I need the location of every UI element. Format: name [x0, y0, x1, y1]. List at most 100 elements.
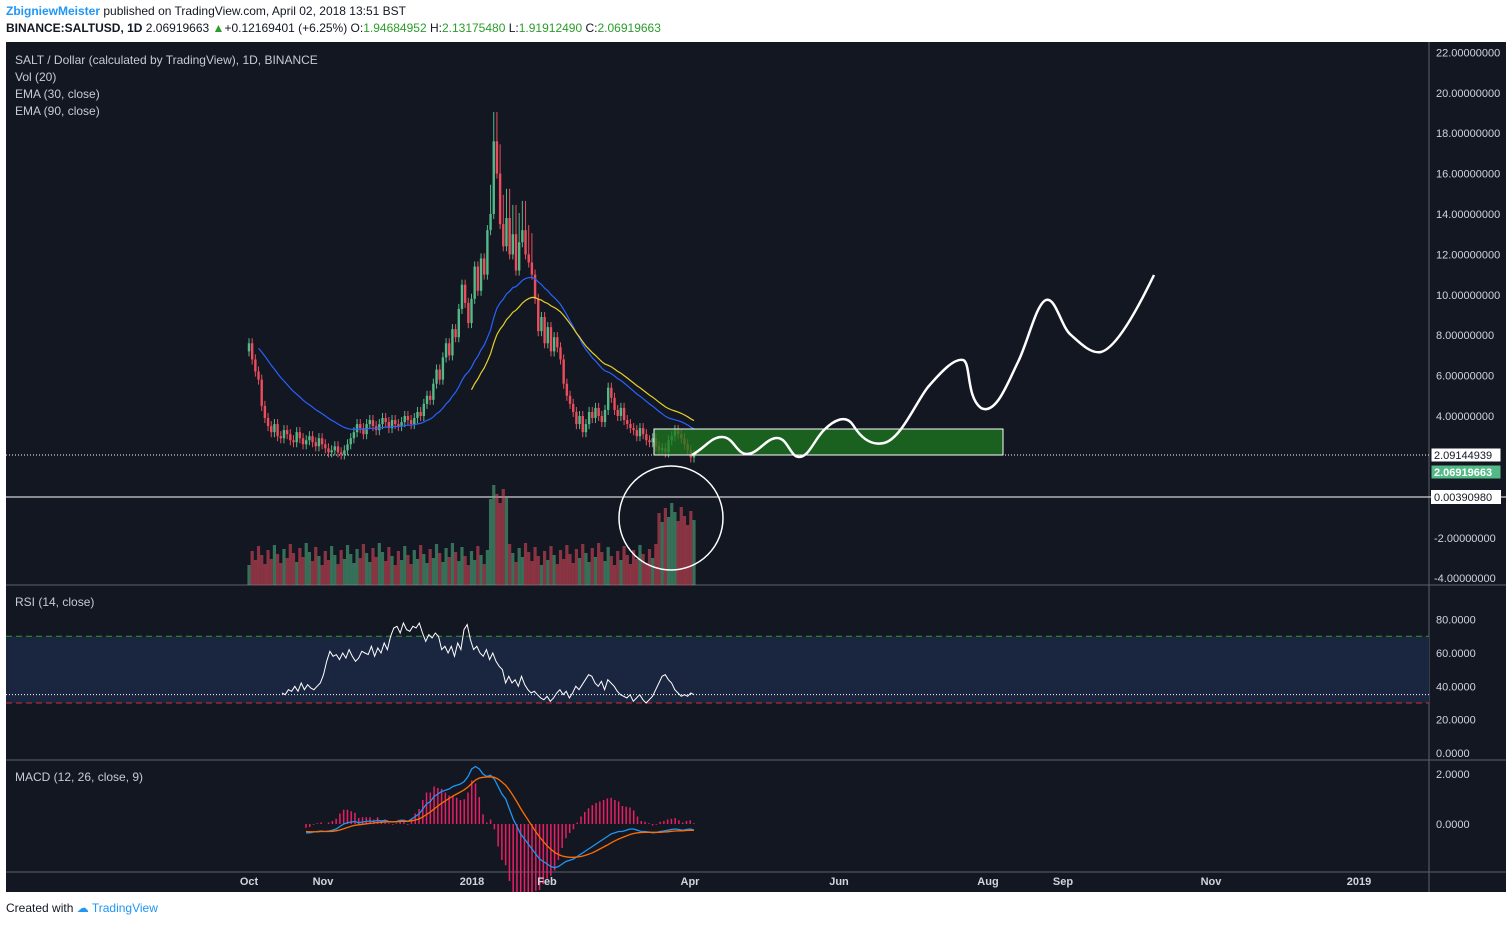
candle-body — [492, 141, 495, 214]
candle-body — [285, 430, 289, 435]
volume-bar — [463, 556, 467, 585]
volume-bar — [482, 564, 486, 585]
candle-body — [390, 420, 394, 429]
projection-path-drawing[interactable] — [691, 274, 1156, 459]
volume-bar — [606, 547, 610, 585]
volume-bar — [393, 565, 397, 585]
volume-bar — [612, 565, 617, 585]
volume-label-box — [1431, 490, 1501, 504]
candle-body — [339, 452, 343, 455]
volume-bar — [670, 503, 674, 585]
candle-body — [333, 446, 337, 451]
time-tick-label: Sep — [1053, 876, 1073, 888]
volume-tick-label: -2.00000000 — [1434, 533, 1496, 545]
volume-bar — [527, 552, 531, 585]
candle-body — [616, 409, 619, 416]
candle-body — [600, 415, 604, 423]
volume-bar — [584, 553, 588, 585]
candle-body — [540, 317, 543, 332]
volume-bar — [323, 551, 327, 585]
volume-bar — [425, 563, 429, 585]
chart-canvas[interactable]: SALT / Dollar (calculated by TradingView… — [6, 42, 1506, 892]
candle-body — [457, 308, 460, 338]
volume-bar — [295, 562, 299, 585]
open-label: O: — [350, 21, 364, 35]
volume-bar — [336, 564, 340, 585]
volume-bar — [495, 494, 499, 585]
candle-body — [419, 411, 422, 416]
author-link[interactable]: ZbigniewMeister — [6, 4, 101, 18]
candle-body — [581, 415, 584, 433]
candle-body — [359, 424, 362, 429]
time-tick-label: 2019 — [1347, 876, 1371, 888]
publish-line: ZbigniewMeister published on TradingView… — [6, 3, 1506, 20]
tradingview-link[interactable]: TradingView — [91, 901, 158, 915]
volume-bar — [660, 522, 664, 585]
candle-body — [543, 317, 546, 344]
candle-body — [489, 213, 492, 231]
volume-bar — [409, 564, 413, 585]
volume-bar — [619, 560, 623, 585]
price-label-box — [1430, 447, 1502, 463]
volume-bar — [485, 550, 489, 585]
candle-body — [394, 420, 397, 425]
volume-bar — [310, 561, 315, 585]
candle-body — [355, 424, 359, 433]
volume-bar — [256, 546, 261, 585]
volume-bar — [457, 561, 461, 585]
volume-bar — [406, 555, 410, 585]
chart-background — [6, 42, 1506, 892]
volume-bar — [387, 547, 391, 585]
volume-highlight-circle[interactable] — [618, 465, 724, 571]
volume-bar — [679, 507, 683, 585]
legend-rsi: RSI (14, close) — [15, 595, 94, 609]
close-value: 2.06919663 — [597, 21, 661, 35]
candle-body — [438, 369, 441, 380]
candle-body — [645, 434, 648, 441]
candle-body — [521, 230, 524, 243]
rsi-tick-label: 60.0000 — [1436, 648, 1476, 660]
volume-bar — [517, 548, 521, 585]
volume-bar — [530, 561, 534, 585]
volume-bar — [593, 557, 598, 585]
candle-body — [422, 403, 426, 416]
volume-bar — [352, 563, 356, 585]
volume-bar — [460, 547, 464, 585]
volume-bar — [476, 546, 480, 585]
candle-body — [257, 371, 260, 380]
volume-bar — [571, 563, 575, 585]
candle-body — [511, 234, 515, 255]
volume-bar — [301, 557, 305, 585]
volume-bar — [298, 548, 302, 585]
volume-bar — [663, 508, 667, 585]
time-tick-label: Nov — [313, 876, 335, 888]
volume-bar — [333, 555, 337, 585]
candle-body — [254, 359, 257, 372]
volume-bar — [666, 517, 671, 585]
candle-body — [413, 418, 416, 425]
volume-bar — [320, 565, 324, 585]
time-tick-label: Apr — [681, 876, 701, 888]
support-zone-rectangle[interactable] — [653, 428, 1004, 456]
candle-body — [587, 411, 591, 425]
low-label: L: — [508, 21, 519, 35]
rsi-tick-label: 0.0000 — [1436, 748, 1470, 760]
volume-bar — [603, 561, 607, 585]
volume-bar — [282, 549, 286, 585]
volume-bar — [654, 544, 658, 585]
volume-tick-label: -4.00000000 — [1434, 573, 1496, 585]
candle-body — [619, 407, 623, 416]
volume-bar — [574, 549, 578, 585]
candle-body — [626, 420, 629, 425]
candle-body — [517, 242, 521, 271]
volume-tick-label: 0.00390980 — [1434, 492, 1492, 504]
volume-bar — [651, 558, 655, 585]
candle-body — [397, 424, 400, 427]
candle-body — [460, 284, 464, 309]
candle-body — [486, 230, 489, 275]
candle-body — [276, 424, 279, 437]
close-label: C: — [585, 21, 598, 35]
candle-body — [409, 420, 413, 425]
candle-body — [622, 407, 626, 421]
candle-body — [524, 230, 527, 255]
